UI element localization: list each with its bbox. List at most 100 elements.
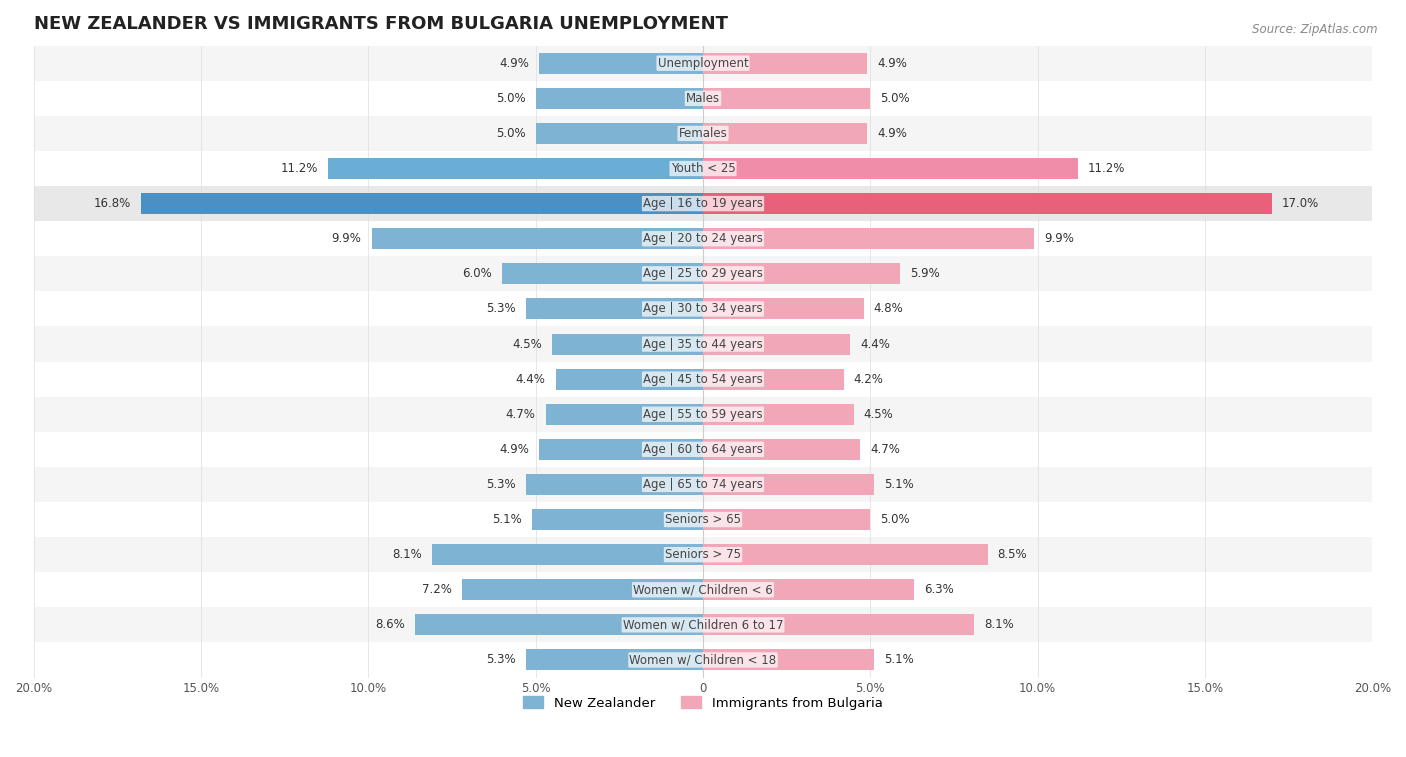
- Bar: [703, 474, 873, 495]
- Bar: [703, 650, 873, 671]
- Bar: [703, 369, 844, 390]
- Bar: [34, 151, 1372, 186]
- Bar: [141, 193, 703, 214]
- Bar: [703, 298, 863, 319]
- Text: 4.7%: 4.7%: [870, 443, 900, 456]
- Text: 5.0%: 5.0%: [496, 127, 526, 140]
- Bar: [34, 116, 1372, 151]
- Text: Age | 55 to 59 years: Age | 55 to 59 years: [643, 408, 763, 421]
- Text: 5.0%: 5.0%: [880, 92, 910, 104]
- Text: 7.2%: 7.2%: [422, 583, 451, 597]
- Text: 4.5%: 4.5%: [863, 408, 893, 421]
- Text: Women w/ Children < 18: Women w/ Children < 18: [630, 653, 776, 666]
- Bar: [526, 474, 703, 495]
- Text: Age | 35 to 44 years: Age | 35 to 44 years: [643, 338, 763, 350]
- Text: 5.1%: 5.1%: [884, 653, 914, 666]
- Text: 5.0%: 5.0%: [880, 513, 910, 526]
- Bar: [536, 88, 703, 109]
- Bar: [703, 88, 870, 109]
- Bar: [703, 509, 870, 530]
- Text: Unemployment: Unemployment: [658, 57, 748, 70]
- Bar: [34, 502, 1372, 537]
- Text: 6.3%: 6.3%: [924, 583, 953, 597]
- Text: Age | 60 to 64 years: Age | 60 to 64 years: [643, 443, 763, 456]
- Bar: [34, 572, 1372, 607]
- Text: 5.1%: 5.1%: [492, 513, 522, 526]
- Bar: [502, 263, 703, 285]
- Bar: [34, 607, 1372, 643]
- Text: 4.7%: 4.7%: [506, 408, 536, 421]
- Bar: [703, 123, 868, 144]
- Text: Females: Females: [679, 127, 727, 140]
- Text: Women w/ Children < 6: Women w/ Children < 6: [633, 583, 773, 597]
- Text: Age | 30 to 34 years: Age | 30 to 34 years: [643, 303, 763, 316]
- Bar: [703, 403, 853, 425]
- Text: 4.9%: 4.9%: [877, 127, 907, 140]
- Text: 5.3%: 5.3%: [486, 478, 516, 491]
- Bar: [703, 615, 974, 635]
- Text: 5.3%: 5.3%: [486, 653, 516, 666]
- Bar: [546, 403, 703, 425]
- Text: Age | 45 to 54 years: Age | 45 to 54 years: [643, 372, 763, 385]
- Text: 16.8%: 16.8%: [93, 197, 131, 210]
- Text: 5.9%: 5.9%: [911, 267, 941, 280]
- Text: 4.4%: 4.4%: [860, 338, 890, 350]
- Bar: [34, 537, 1372, 572]
- Text: Age | 20 to 24 years: Age | 20 to 24 years: [643, 232, 763, 245]
- Bar: [703, 228, 1035, 249]
- Text: 11.2%: 11.2%: [281, 162, 318, 175]
- Bar: [34, 291, 1372, 326]
- Bar: [703, 544, 987, 565]
- Text: 8.1%: 8.1%: [392, 548, 422, 561]
- Bar: [34, 326, 1372, 362]
- Text: Youth < 25: Youth < 25: [671, 162, 735, 175]
- Text: 5.3%: 5.3%: [486, 303, 516, 316]
- Bar: [553, 334, 703, 354]
- Text: 4.2%: 4.2%: [853, 372, 883, 385]
- Bar: [703, 334, 851, 354]
- Bar: [34, 467, 1372, 502]
- Text: 9.9%: 9.9%: [1045, 232, 1074, 245]
- Text: Women w/ Children 6 to 17: Women w/ Children 6 to 17: [623, 618, 783, 631]
- Text: 4.9%: 4.9%: [499, 57, 529, 70]
- Bar: [34, 186, 1372, 221]
- Bar: [526, 298, 703, 319]
- Bar: [526, 650, 703, 671]
- Text: Source: ZipAtlas.com: Source: ZipAtlas.com: [1253, 23, 1378, 36]
- Bar: [463, 579, 703, 600]
- Text: 9.9%: 9.9%: [332, 232, 361, 245]
- Text: 8.5%: 8.5%: [997, 548, 1028, 561]
- Bar: [703, 193, 1272, 214]
- Text: 5.1%: 5.1%: [884, 478, 914, 491]
- Text: 8.1%: 8.1%: [984, 618, 1014, 631]
- Bar: [703, 439, 860, 460]
- Text: 4.9%: 4.9%: [877, 57, 907, 70]
- Bar: [703, 263, 900, 285]
- Text: 4.5%: 4.5%: [513, 338, 543, 350]
- Text: 4.9%: 4.9%: [499, 443, 529, 456]
- Bar: [34, 81, 1372, 116]
- Text: 11.2%: 11.2%: [1088, 162, 1125, 175]
- Text: 5.0%: 5.0%: [496, 92, 526, 104]
- Bar: [34, 186, 1372, 221]
- Bar: [703, 579, 914, 600]
- Bar: [703, 158, 1078, 179]
- Bar: [533, 509, 703, 530]
- Text: Age | 25 to 29 years: Age | 25 to 29 years: [643, 267, 763, 280]
- Text: Seniors > 75: Seniors > 75: [665, 548, 741, 561]
- Text: 4.8%: 4.8%: [873, 303, 904, 316]
- Bar: [536, 123, 703, 144]
- Bar: [34, 257, 1372, 291]
- Legend: New Zealander, Immigrants from Bulgaria: New Zealander, Immigrants from Bulgaria: [519, 691, 887, 715]
- Text: 17.0%: 17.0%: [1282, 197, 1319, 210]
- Text: NEW ZEALANDER VS IMMIGRANTS FROM BULGARIA UNEMPLOYMENT: NEW ZEALANDER VS IMMIGRANTS FROM BULGARI…: [34, 15, 727, 33]
- Text: Age | 16 to 19 years: Age | 16 to 19 years: [643, 197, 763, 210]
- Bar: [34, 397, 1372, 431]
- Text: 6.0%: 6.0%: [463, 267, 492, 280]
- Bar: [328, 158, 703, 179]
- Text: 4.4%: 4.4%: [516, 372, 546, 385]
- Bar: [703, 53, 868, 73]
- Text: Males: Males: [686, 92, 720, 104]
- Text: Seniors > 65: Seniors > 65: [665, 513, 741, 526]
- Bar: [34, 45, 1372, 81]
